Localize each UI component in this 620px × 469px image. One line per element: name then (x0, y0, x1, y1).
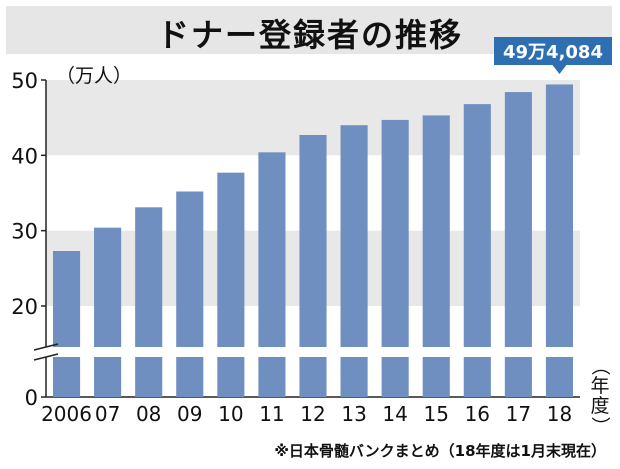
x-tick-label: 17 (506, 402, 531, 426)
x-tick-label: 15 (424, 402, 449, 426)
y-tick-label: 50 (11, 69, 38, 93)
bar-17 (504, 92, 532, 397)
x-tick-label: 2006 (41, 402, 92, 426)
bar-09 (176, 191, 204, 397)
axis-break-mark (33, 353, 59, 361)
axis-break-gap (30, 347, 590, 357)
x-tick-label: 16 (465, 402, 490, 426)
x-tick-label: 09 (177, 402, 202, 426)
x-tick-label: 07 (95, 402, 120, 426)
y-unit-label: （万人） (56, 65, 132, 87)
bar-10 (217, 172, 245, 397)
x-axis-label: （ (589, 356, 611, 375)
bar-2006 (52, 251, 81, 397)
highlight-box (494, 37, 612, 65)
bar-08 (135, 207, 163, 397)
bar-18 (545, 84, 574, 397)
y-tick-label: 30 (11, 220, 38, 244)
x-axis-label: 年 (590, 375, 609, 397)
bar-12 (299, 134, 327, 397)
x-tick-label: 13 (341, 402, 366, 426)
highlight-pointer (552, 65, 567, 74)
bar-11 (258, 152, 286, 397)
x-tick-label: 10 (218, 402, 243, 426)
x-axis-label: ） (589, 416, 611, 435)
x-tick-label: 14 (382, 402, 407, 426)
chart-title: ドナー登録者の推移 (156, 16, 463, 54)
x-tick-label: 12 (300, 402, 325, 426)
highlight-value-label: 49万4,084 (503, 42, 603, 63)
x-tick-label: 11 (259, 402, 284, 426)
x-axis-label: 度 (590, 395, 609, 417)
axis-break-mark (33, 343, 59, 351)
y-tick-label: 0 (25, 386, 38, 410)
source-note: ※日本骨髄バンクまとめ（18年度は1月末現在） (274, 442, 606, 460)
y-tick-label: 20 (11, 295, 38, 319)
y-tick-label: 40 (11, 144, 38, 168)
x-tick-label: 18 (547, 402, 572, 426)
bar-07 (94, 227, 122, 397)
x-tick-label: 08 (136, 402, 161, 426)
